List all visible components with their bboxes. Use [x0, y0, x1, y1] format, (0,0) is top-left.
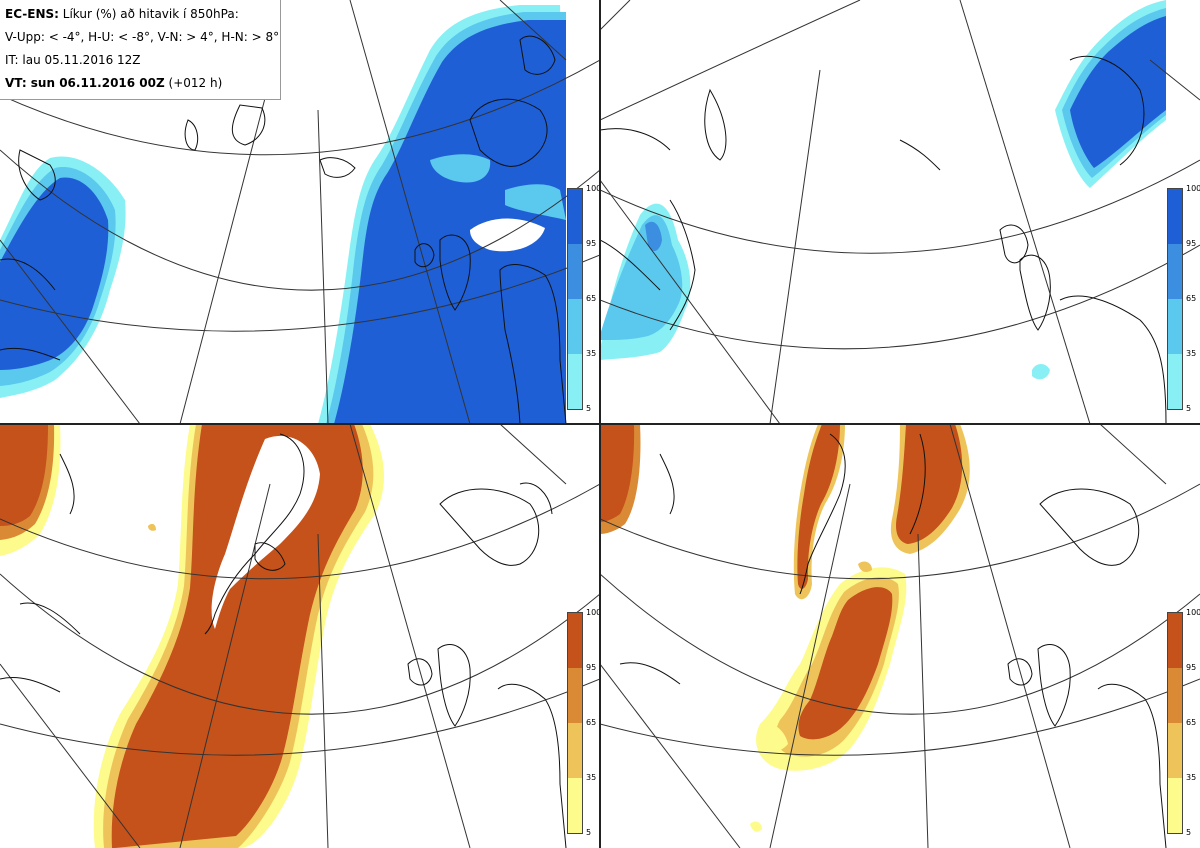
colorbar-tick: 35 [586, 773, 597, 782]
colorbar-tick: 100 [586, 608, 600, 617]
colorbar-tick: 35 [586, 349, 597, 358]
coastlines [600, 55, 1167, 424]
colorbar-tick: 65 [586, 294, 597, 303]
probability-field-right [1032, 0, 1166, 380]
map-top-right [600, 0, 1200, 424]
colorbar-tick: 65 [586, 718, 597, 727]
colorbar-tick: 100 [1186, 608, 1200, 617]
colorbar-tick: 5 [586, 404, 592, 413]
colorbar-tick: 95 [586, 663, 597, 672]
coastlines [0, 35, 567, 424]
map-panel-bottom-left: 100 95 65 35 5 [0, 424, 600, 848]
probability-field-right [318, 5, 566, 424]
colorbar-tick: 35 [1186, 773, 1197, 782]
colorbar-orange-1: 100 95 65 35 5 [567, 609, 600, 837]
colorbar-tick: 95 [1186, 663, 1197, 672]
colorbar-blue-1: 100 95 65 35 5 [567, 185, 600, 413]
info-line-1: EC-ENS: Líkur (%) að hitavik í 850hPa: [5, 4, 275, 27]
info-line-2: V-Upp: < -4°, H-U: < -8°, V-N: > 4°, H-N… [5, 30, 280, 44]
colorbar-tick: 5 [1186, 404, 1192, 413]
graticule [600, 424, 1200, 848]
colorbar-tick: 35 [1186, 349, 1197, 358]
map-info-box: EC-ENS: Líkur (%) að hitavik í 850hPa: V… [0, 0, 281, 100]
panel-divider-horizontal [0, 423, 1200, 425]
probability-field [600, 424, 970, 832]
colorbar-tick: 95 [1186, 239, 1197, 248]
map-top-left [0, 0, 600, 424]
probability-field-left [0, 156, 126, 398]
map-bottom-right [600, 424, 1200, 848]
model-name: EC-ENS: [5, 7, 59, 21]
colorbar-tick: 65 [1186, 294, 1197, 303]
graticule [0, 424, 600, 848]
colorbar-tick: 5 [586, 828, 592, 837]
map-panel-top-left: EC-ENS: Líkur (%) að hitavik í 850hPa: V… [0, 0, 600, 424]
coastlines [0, 433, 567, 848]
coastlines [619, 433, 1167, 848]
colorbar-tick: 95 [586, 239, 597, 248]
map-panel-top-right: 100 95 65 35 5 [600, 0, 1200, 424]
variable-description: Líkur (%) að hitavik í 850hPa: [58, 7, 239, 21]
map-bottom-left [0, 424, 600, 848]
lead-time: (+012 h) [164, 76, 223, 90]
map-panel-bottom-right: 100 95 65 35 5 [600, 424, 1200, 848]
colorbar-tick: 5 [1186, 828, 1192, 837]
colorbar-tick: 100 [586, 184, 600, 193]
info-line-4: VT: sun 06.11.2016 00Z (+012 h) [5, 73, 275, 96]
probability-field [0, 424, 385, 848]
colorbar-tick: 100 [1186, 184, 1200, 193]
colorbar-orange-2: 100 95 65 35 5 [1167, 609, 1200, 837]
colorbar-tick: 65 [1186, 718, 1197, 727]
info-line-3: IT: lau 05.11.2016 12Z [5, 53, 141, 67]
graticule [0, 0, 600, 424]
colorbar-blue-2: 100 95 65 35 5 [1167, 185, 1200, 413]
probability-field-left [600, 203, 691, 360]
valid-time: VT: sun 06.11.2016 00Z [5, 76, 165, 90]
graticule [600, 0, 1200, 424]
